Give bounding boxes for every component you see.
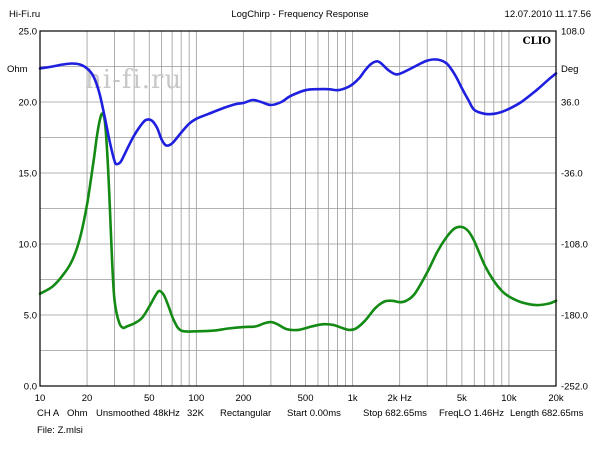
x-tick-label: 1k [348, 393, 358, 404]
y-right-unit-label: Deg [561, 64, 578, 75]
x-tick-label: 10k [501, 393, 517, 404]
setting-item: Start 0.00ms [287, 408, 341, 419]
x-tick-label: 500 [298, 393, 314, 404]
x-tick-label: 50 [144, 393, 155, 404]
y-right-tick-label: -252.0 [561, 382, 588, 393]
setting-item: CH A [37, 408, 60, 419]
timestamp: 12.07.2010 11.17.56 [504, 9, 591, 20]
y-right-tick-label: -108.0 [561, 240, 588, 251]
y-left-tick-label: 25.0 [19, 27, 38, 38]
x-tick-label: 100 [188, 393, 204, 404]
impedance-series-line [38, 112, 558, 333]
x-tick-label: 2k Hz [388, 393, 413, 404]
x-tick-label: 5k [457, 393, 467, 404]
setting-item: FreqLO 1.46Hz [439, 408, 504, 419]
setting-item: Unsmoothed [96, 408, 150, 419]
file-name: File: Z.mlsi [37, 425, 83, 436]
setting-item: Stop 682.65ms [363, 408, 427, 419]
x-tick-label: 200 [235, 393, 251, 404]
setting-item: 32K [187, 408, 204, 419]
x-tick-label: 10 [35, 393, 46, 404]
y-left-tick-label: 10.0 [19, 240, 38, 251]
watermark-logo: hi-fi.ru [85, 65, 182, 95]
x-tick-label: 20k [548, 393, 564, 404]
app-name: Hi-Fi.ru [9, 9, 41, 20]
phase-series-line [38, 58, 558, 166]
plot-frame [39, 30, 557, 387]
y-right-tick-label: 108.0 [561, 27, 585, 38]
setting-item: Rectangular [220, 408, 272, 419]
y-left-tick-label: 20.0 [19, 98, 38, 109]
setting-item: Ohm [67, 408, 88, 419]
y-left-tick-label: 15.0 [19, 169, 38, 180]
x-tick-label: 20 [82, 393, 93, 404]
brand-label: CLIO [523, 36, 552, 47]
chart-title: LogChirp - Frequency Response [231, 9, 369, 20]
y-right-tick-label: -36.0 [561, 169, 583, 180]
y-right-tick-label: -180.0 [561, 311, 588, 322]
setting-item: Length 682.65ms [510, 408, 584, 419]
y-left-unit-label: Ohm [7, 64, 28, 75]
y-left-tick-label: 5.0 [24, 311, 37, 322]
y-right-tick-label: 36.0 [561, 98, 580, 109]
setting-item: 48kHz [153, 408, 180, 419]
y-left-tick-label: 0.0 [24, 382, 37, 393]
